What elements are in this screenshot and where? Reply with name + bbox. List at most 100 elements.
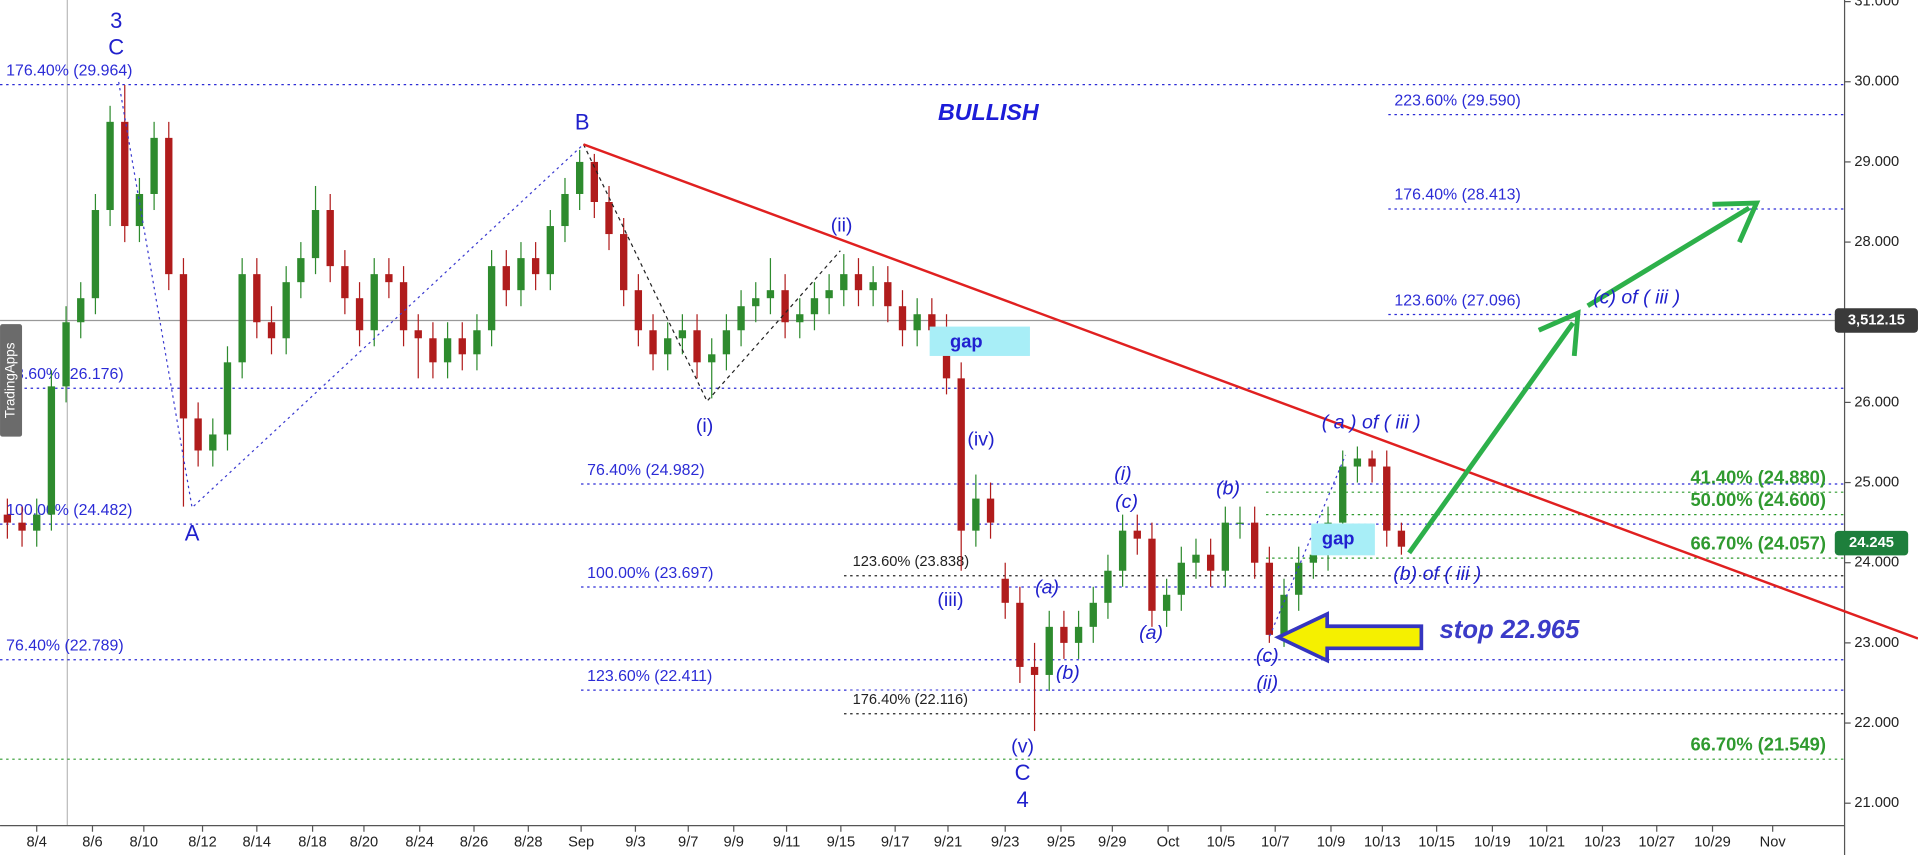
candle-body xyxy=(399,282,408,331)
wave-label: 4 xyxy=(1016,787,1028,812)
candle-body xyxy=(1045,626,1053,675)
x-tick-label: Nov xyxy=(1760,835,1787,851)
candle-body xyxy=(121,121,129,227)
y-tick-label: 21.000 xyxy=(1854,795,1899,811)
candle-body xyxy=(385,274,393,283)
x-tick-label: Oct xyxy=(1157,835,1180,851)
candle-body xyxy=(1089,602,1097,627)
x-tick-label: 9/9 xyxy=(724,835,744,851)
fib-label: 66.70% (24.057) xyxy=(1690,533,1826,554)
candle-body xyxy=(781,290,789,323)
candle-body xyxy=(106,121,114,211)
candle-body xyxy=(1265,562,1274,635)
candle-body xyxy=(1353,458,1362,467)
candle-body xyxy=(796,314,804,323)
fib-label-bg xyxy=(850,552,968,571)
wave-label: B xyxy=(575,109,590,134)
fib-label: 100.00% (24.482) xyxy=(6,502,132,519)
y-tick-label: 28.000 xyxy=(1854,234,1899,250)
wave-label: ( a ) of ( iii ) xyxy=(1322,411,1421,433)
candles xyxy=(3,84,1406,732)
fib-label: 76.40% (22.789) xyxy=(6,638,124,655)
x-tick-label: 10/21 xyxy=(1528,835,1565,851)
candle-body xyxy=(253,274,261,323)
wave-label: (c) xyxy=(1256,645,1279,667)
y-tick-label: 29.000 xyxy=(1854,154,1899,170)
candle-body xyxy=(370,274,378,331)
candle-body xyxy=(766,290,775,299)
x-tick-label: 10/15 xyxy=(1418,835,1455,851)
index-label: 3,512.15 xyxy=(1848,312,1905,328)
x-tick-label: 9/3 xyxy=(625,835,645,851)
candle-body xyxy=(825,290,833,299)
x-tick-label: 8/26 xyxy=(460,835,489,851)
candle-body xyxy=(1016,602,1024,667)
x-tick-label: 8/10 xyxy=(130,835,159,851)
candle-body xyxy=(1104,570,1112,603)
y-tick-label: 22.000 xyxy=(1854,715,1899,731)
x-tick-label: 9/25 xyxy=(1047,835,1076,851)
candle-body xyxy=(546,226,554,275)
wave-label: (ii) xyxy=(831,214,853,236)
candle-body xyxy=(194,418,202,451)
candle-body xyxy=(972,498,980,531)
x-tick-label: 8/4 xyxy=(27,835,47,851)
candle-body xyxy=(1236,522,1244,524)
candle-body xyxy=(33,514,41,531)
wave-label: (c) of ( iii ) xyxy=(1593,287,1680,309)
x-tick-label: 8/24 xyxy=(405,835,434,851)
candle-body xyxy=(282,282,290,339)
candle-body xyxy=(869,282,877,291)
candle-body xyxy=(414,330,422,339)
candle-body xyxy=(531,258,540,275)
candle-body xyxy=(1295,562,1303,595)
candle-body xyxy=(429,338,437,363)
fib-label: 176.40% (22.116) xyxy=(853,692,968,708)
candle-body xyxy=(620,234,628,291)
candle-body xyxy=(1397,530,1406,547)
y-tick-label: 30.000 xyxy=(1854,74,1899,90)
candle-body xyxy=(1280,594,1288,635)
candle-body xyxy=(1221,522,1229,571)
candle-body xyxy=(986,498,995,523)
wave-label: (b) of ( iii ) xyxy=(1393,563,1481,585)
wave-label: (b) xyxy=(1216,477,1240,499)
candle-body xyxy=(502,266,510,291)
candle-body xyxy=(884,282,892,307)
arrow-head xyxy=(1712,200,1761,244)
candle-body xyxy=(297,258,305,283)
candle-body xyxy=(1251,522,1259,563)
candle-body xyxy=(326,210,334,267)
wave-label: (ii) xyxy=(1256,672,1278,694)
candle-body xyxy=(3,514,12,523)
candle-body xyxy=(1074,626,1083,643)
wave-label: 3 xyxy=(110,8,122,33)
candle-body xyxy=(752,298,760,307)
candle-body xyxy=(1177,562,1185,595)
fib-label: 223.60% (29.590) xyxy=(1394,92,1520,109)
candle-body xyxy=(693,330,701,363)
candle-body xyxy=(810,298,819,315)
fib-label: 123.60% (23.838) xyxy=(853,554,970,570)
candle-body xyxy=(1192,554,1200,563)
y-tick-label: 24.000 xyxy=(1854,555,1899,571)
fib-label: 50.00% (24.600) xyxy=(1690,489,1826,510)
wave-label: (i) xyxy=(1114,463,1131,485)
candle-body xyxy=(649,330,657,355)
candle-body xyxy=(605,202,613,235)
fib-label: 66.70% (21.549) xyxy=(1690,734,1826,755)
fib-label: 76.40% (24.982) xyxy=(587,462,704,479)
candle-body xyxy=(898,306,907,331)
candle-body xyxy=(18,522,26,531)
fib-label-bg xyxy=(850,690,968,709)
candle-body xyxy=(1162,594,1171,611)
x-tick-label: 10/7 xyxy=(1261,835,1290,851)
wave-label: C xyxy=(108,35,124,60)
x-tick-label: 9/23 xyxy=(991,835,1020,851)
x-tick-label: 10/13 xyxy=(1364,835,1401,851)
wave-label: (iv) xyxy=(967,429,994,451)
wave-line xyxy=(1269,454,1347,637)
annotation-layer: 176.40% (29.964)23.60% (26.176)100.00% (… xyxy=(0,62,1845,760)
wave-label: (v) xyxy=(1011,736,1034,758)
candle-body xyxy=(913,314,921,331)
